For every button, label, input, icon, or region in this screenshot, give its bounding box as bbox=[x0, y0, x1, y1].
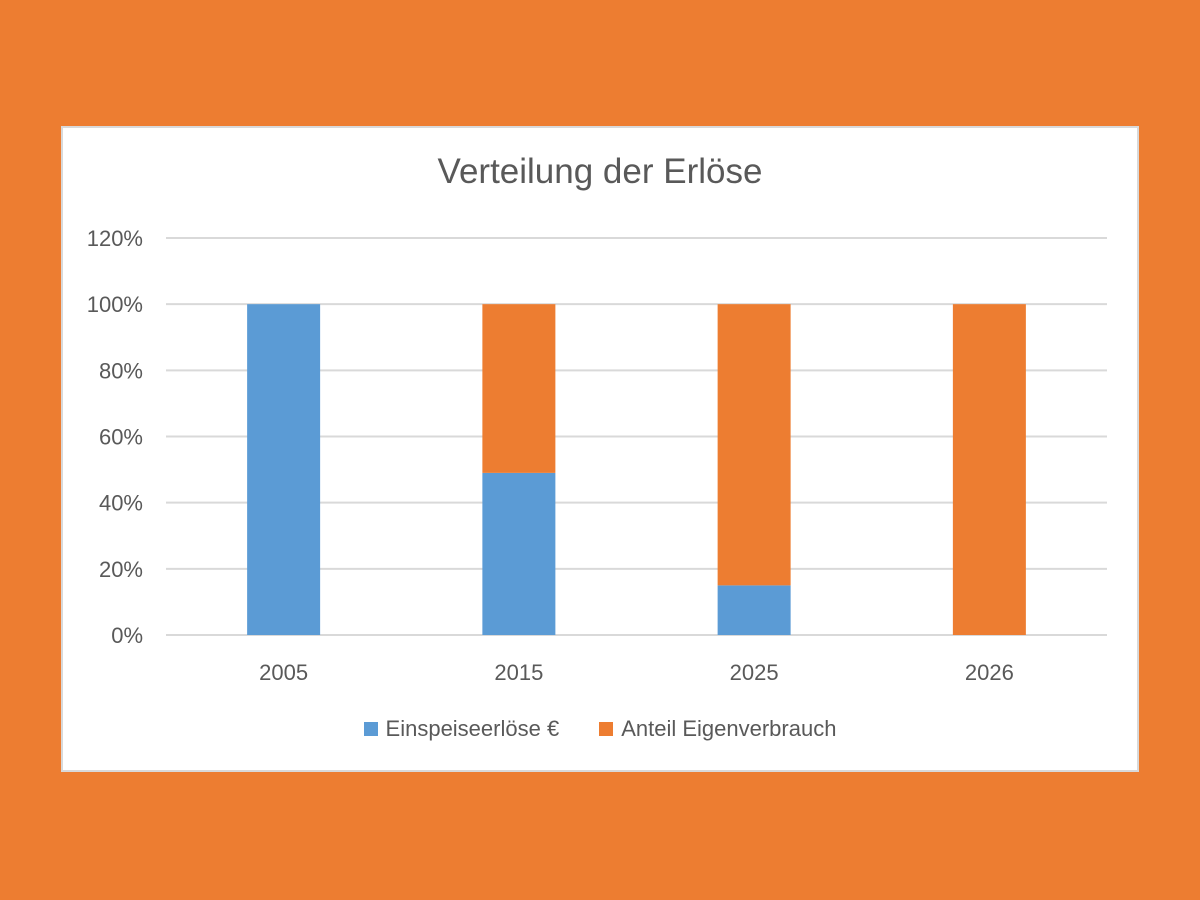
legend-item: Anteil Eigenverbrauch bbox=[599, 716, 836, 742]
x-tick-label: 2025 bbox=[730, 660, 779, 685]
legend-item: Einspeiseerlöse € bbox=[363, 716, 560, 742]
y-tick-label: 120% bbox=[87, 226, 143, 251]
legend-swatch bbox=[363, 722, 378, 736]
chart-card: Verteilung der Erlöse 0% 20% 40% 60% 80% 100%… bbox=[61, 126, 1139, 772]
chart-legend: Einspeiseerlöse € Anteil Eigenverbrauch bbox=[63, 716, 1137, 742]
x-tick-label: 2015 bbox=[494, 660, 543, 685]
bar-segment-eigenverbrauch-2025 bbox=[717, 304, 791, 586]
y-tick-label: 80% bbox=[99, 358, 143, 383]
y-tick-label: 60% bbox=[99, 425, 143, 450]
legend-label: Anteil Eigenverbrauch bbox=[621, 716, 837, 741]
legend-swatch bbox=[599, 722, 614, 736]
y-tick-label: 100% bbox=[87, 292, 143, 317]
y-tick-label: 40% bbox=[99, 491, 143, 516]
legend-label: Einspeiseerlöse € bbox=[385, 716, 560, 741]
bar-segment-einspeiseerloese-2025 bbox=[717, 585, 791, 635]
y-tick-label: 20% bbox=[99, 557, 143, 582]
bar-segment-einspeiseerloese-2015 bbox=[482, 472, 556, 635]
bar-segment-eigenverbrauch-2015 bbox=[482, 304, 556, 473]
y-tick-label: 0% bbox=[111, 623, 143, 648]
bar-segment-eigenverbrauch-2026 bbox=[952, 304, 1026, 635]
x-tick-label: 2026 bbox=[965, 660, 1014, 685]
chart-plot-area: 0% 20% 40% 60% 80% 100% 120% 2005 2015 2025 2026 bbox=[87, 226, 1107, 685]
bar-segment-einspeiseerloese-2005 bbox=[247, 304, 321, 635]
x-tick-label: 2005 bbox=[259, 660, 308, 685]
chart-title: Verteilung der Erlöse bbox=[437, 152, 763, 191]
